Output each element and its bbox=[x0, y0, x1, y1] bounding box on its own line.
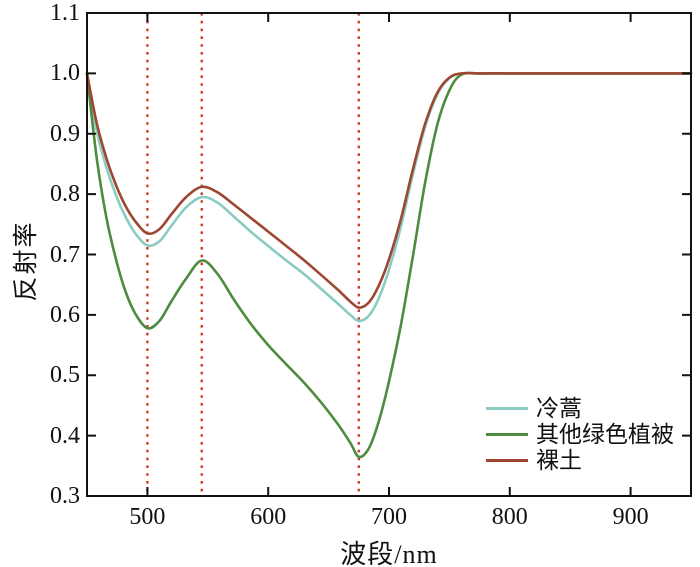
x-tick-label-700: 700 bbox=[371, 504, 407, 530]
series-line-2 bbox=[85, 71, 693, 309]
x-axis-title: 波段/nm bbox=[340, 540, 438, 567]
legend-item-bare-soil: 裸土 bbox=[486, 448, 674, 472]
legend-label: 冷蒿 bbox=[536, 395, 582, 421]
x-tick-label-600: 600 bbox=[250, 504, 287, 530]
y-tick-label-0.7: 0.7 bbox=[50, 241, 80, 268]
series-line-0 bbox=[85, 71, 693, 323]
legend-label: 其他绿色植被 bbox=[536, 421, 674, 447]
x-tick-label-500: 500 bbox=[129, 504, 166, 530]
y-tick-label-0.5: 0.5 bbox=[50, 362, 80, 389]
legend: 冷蒿 其他绿色植被 裸土 bbox=[486, 396, 674, 472]
x-tick-label-900: 900 bbox=[612, 504, 649, 530]
y-tick-label-0.9: 0.9 bbox=[50, 120, 80, 147]
legend-line-swatch bbox=[486, 458, 528, 462]
legend-label: 裸土 bbox=[536, 447, 582, 473]
series-line-1 bbox=[85, 71, 693, 459]
y-axis-title: 反射率 bbox=[13, 220, 40, 302]
legend-item-other-green-vegetation: 其他绿色植被 bbox=[486, 422, 674, 446]
legend-line-swatch bbox=[486, 432, 528, 436]
legend-line-swatch bbox=[486, 406, 528, 410]
y-tick-label-0.6: 0.6 bbox=[50, 301, 80, 328]
y-tick-label-0.4: 0.4 bbox=[50, 422, 80, 449]
y-tick-label-1.1: 1.1 bbox=[50, 0, 80, 26]
x-tick-label-800: 800 bbox=[491, 504, 528, 530]
legend-item-lenghao: 冷蒿 bbox=[486, 396, 674, 420]
y-tick-label-0.8: 0.8 bbox=[50, 181, 80, 208]
y-tick-label-1.0: 1.0 bbox=[50, 60, 80, 87]
y-tick-label-0.3: 0.3 bbox=[50, 483, 80, 509]
